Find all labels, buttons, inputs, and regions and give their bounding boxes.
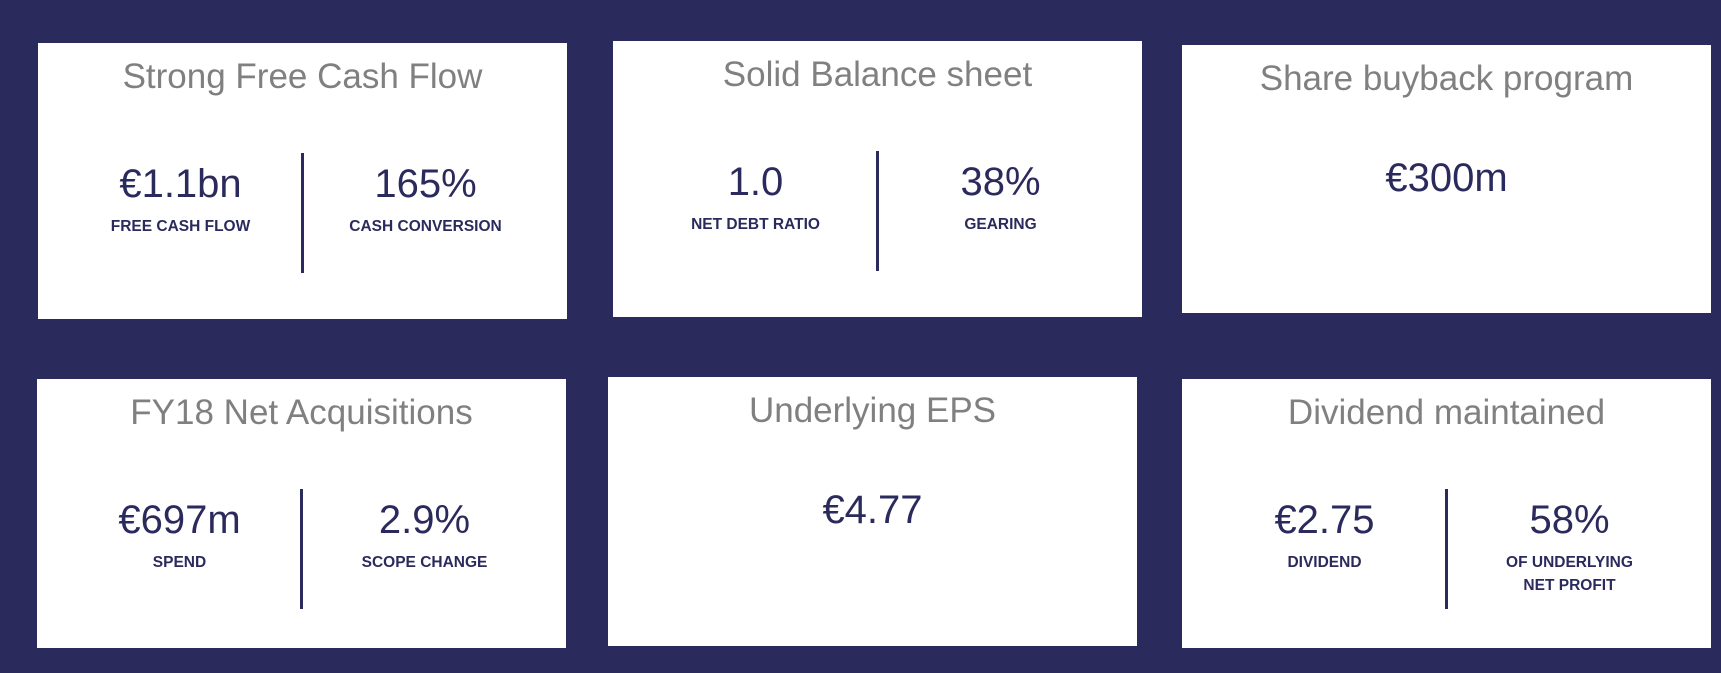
- card-title: Share buyback program: [1259, 59, 1634, 98]
- metric: €1.1bn FREE CASH FLOW: [58, 161, 303, 238]
- kpi-card: FY18 Net Acquisitions €697m SPEND 2.9% SCOPE…: [37, 379, 566, 648]
- metric-label: SCOPE CHANGE: [361, 554, 488, 571]
- kpi-card: Underlying EPS €4.77: [608, 377, 1137, 646]
- metric-value: €1.1bn: [119, 162, 242, 206]
- metric-label: GEARING: [964, 216, 1037, 233]
- metric: 58% OF UNDERLYING NET PROFIT: [1447, 497, 1692, 597]
- metric-label: CASH CONVERSION: [349, 218, 502, 235]
- divider: [1445, 489, 1448, 609]
- metric-label: NET DEBT RATIO: [691, 216, 820, 233]
- card-title: Solid Balance sheet: [722, 55, 1033, 94]
- metric-value: 2.9%: [378, 498, 471, 542]
- kpi-card: Dividend maintained €2.75 DIVIDEND 58% OF UN…: [1182, 379, 1711, 648]
- metric-value: €4.77: [822, 488, 923, 532]
- metric-value: 1.0: [727, 160, 784, 204]
- metric-value: 58%: [1529, 498, 1610, 542]
- metric: 38% GEARING: [878, 159, 1123, 236]
- metric: 1.0 NET DEBT RATIO: [633, 159, 878, 236]
- metric-value: €697m: [118, 498, 241, 542]
- card-title: Dividend maintained: [1287, 393, 1606, 432]
- metric-label: DIVIDEND: [1287, 554, 1362, 571]
- metric-value: €2.75: [1274, 498, 1375, 542]
- metric-label: FREE CASH FLOW: [110, 218, 251, 235]
- metric-label: SPEND: [152, 554, 207, 571]
- card-title: FY18 Net Acquisitions: [130, 393, 473, 432]
- metric: €4.77: [608, 487, 1137, 533]
- metric-value: 165%: [374, 162, 477, 206]
- kpi-card: Share buyback program €300m: [1182, 45, 1711, 313]
- kpi-card: Solid Balance sheet 1.0 NET DEBT RATIO 38% G…: [613, 41, 1142, 317]
- metric: €300m: [1182, 155, 1711, 201]
- card-title: Underlying EPS: [748, 391, 997, 430]
- metric: 2.9% SCOPE CHANGE: [302, 497, 547, 574]
- kpi-card: Strong Free Cash Flow €1.1bn FREE CASH FLO…: [38, 43, 567, 319]
- metric: 165% CASH CONVERSION: [303, 161, 548, 238]
- metric-label: OF UNDERLYING NET PROFIT: [1506, 554, 1633, 594]
- metric-value: €300m: [1385, 156, 1508, 200]
- card-title: Strong Free Cash Flow: [122, 57, 483, 96]
- metric: €2.75 DIVIDEND: [1202, 497, 1447, 574]
- divider: [876, 151, 879, 271]
- metric-value: 38%: [960, 160, 1041, 204]
- metric: €697m SPEND: [57, 497, 302, 574]
- divider: [301, 153, 304, 273]
- divider: [300, 489, 303, 609]
